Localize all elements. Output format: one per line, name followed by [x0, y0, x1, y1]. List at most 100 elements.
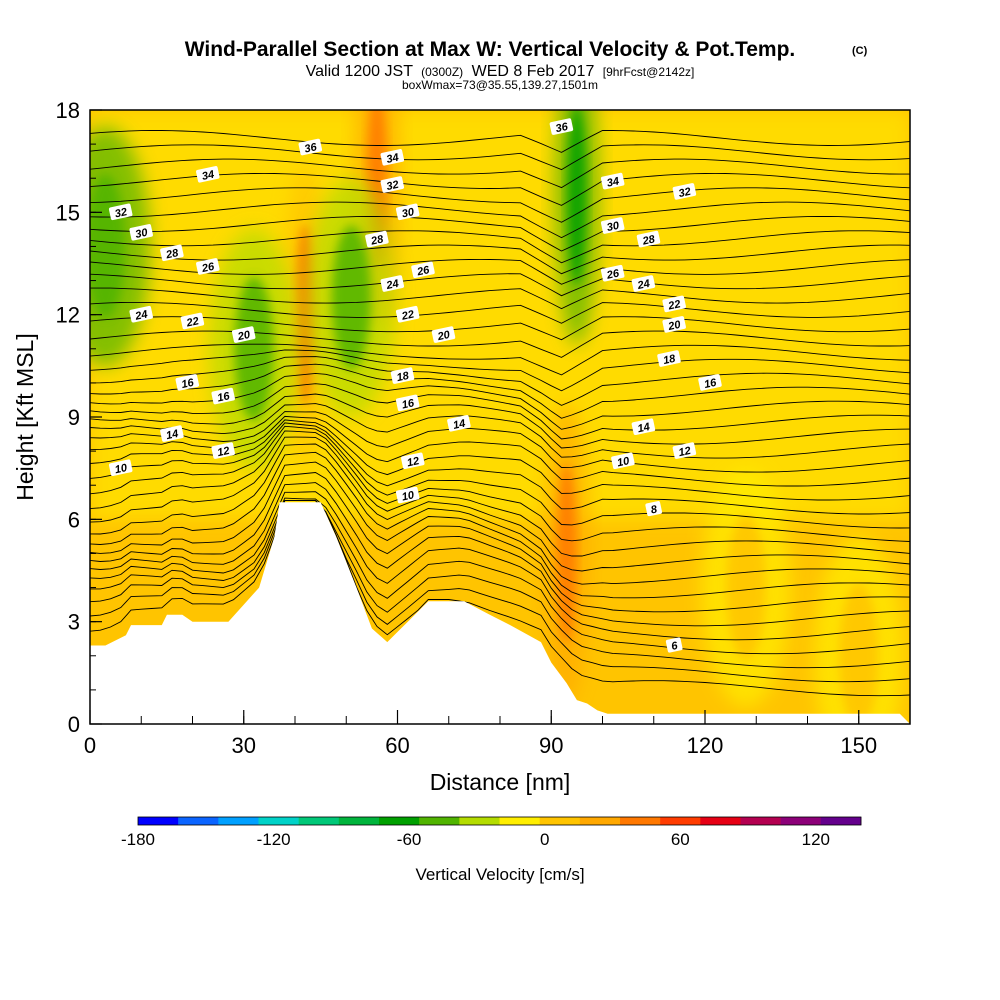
contour-label: 28	[160, 244, 184, 262]
contour-label-bg	[395, 203, 420, 221]
contour-label-bg	[160, 244, 184, 262]
contour-label-bg	[447, 415, 471, 432]
contour-label-text: 32	[114, 206, 128, 220]
isentrope-line	[90, 482, 910, 627]
isentrope-line	[90, 363, 910, 419]
contour-label: 12	[401, 452, 425, 469]
w-feature-core	[234, 276, 274, 421]
contour-label-text: 20	[666, 319, 682, 334]
contour-label-bg	[196, 258, 220, 275]
contour-label: 14	[160, 425, 184, 442]
contour-label-bg	[600, 172, 625, 190]
contour-label-bg	[662, 295, 686, 313]
y-axis: 0 3 6 9 12 15 18	[56, 98, 102, 737]
isentrope-line	[90, 461, 910, 599]
colorbar-swatch	[218, 817, 259, 825]
contour-label-bg	[129, 224, 153, 241]
contour-label: 24	[631, 275, 656, 292]
colorbar-swatch	[539, 817, 581, 825]
isentrope-line	[90, 187, 910, 223]
isentrope-line	[90, 316, 910, 341]
isentrope-line	[90, 130, 910, 153]
contour-label: 28	[365, 230, 389, 248]
contour-label: 34	[380, 149, 405, 166]
colorbar-label: Vertical Velocity [cm/s]	[415, 865, 584, 884]
contour-label-text: 34	[201, 169, 215, 183]
valid-time-utc: (0300Z)	[421, 65, 463, 79]
contour-label: 18	[657, 350, 681, 367]
contour-label: 16	[395, 394, 420, 412]
contour-label: 22	[395, 305, 420, 323]
contour-label: 20	[662, 316, 686, 334]
contour-label-bg	[211, 387, 235, 405]
isentrope-line	[90, 349, 910, 392]
contour-label: 20	[231, 326, 256, 343]
contour-label-text: 16	[401, 397, 416, 411]
contour-label-text: 20	[436, 329, 452, 344]
w-feature-core	[839, 583, 879, 724]
contour-label: 10	[611, 452, 635, 469]
contour-label-text: 18	[396, 370, 411, 384]
contour-label: 34	[600, 172, 625, 190]
y-tick-label: 15	[56, 200, 80, 225]
contour-label-text: 30	[606, 220, 621, 234]
valid-time-jst: Valid 1200 JST	[306, 63, 414, 80]
contour-labels: 6 8 10 10 10 12 12 12 14 14 14 16 16 16 16 18 18 20 20 20 22…	[108, 118, 722, 653]
contour-label: 22	[180, 312, 205, 330]
isentrope-line	[90, 172, 910, 206]
contour-label-text: 24	[384, 278, 399, 292]
contour-label: 26	[411, 261, 435, 279]
isentrope-line	[90, 201, 910, 239]
contour-label-bg	[431, 326, 456, 343]
colorbar-tick-label: 0	[540, 830, 549, 849]
contour-label-text: 28	[369, 233, 385, 248]
contour-label: 36	[549, 118, 574, 135]
contour-label: 36	[298, 138, 323, 156]
vertical-velocity-field	[90, 110, 910, 724]
y-tick-label: 18	[56, 98, 80, 123]
x-axis-label: Distance [nm]	[430, 769, 571, 795]
contour-label: 10	[108, 459, 133, 476]
colorbar: -180 -120 -60 0 60 120	[121, 816, 862, 849]
isentrope-line	[90, 383, 910, 440]
contour-label-text: 10	[114, 462, 129, 476]
y-tick-label: 12	[56, 303, 80, 328]
contour-label-text: 10	[616, 455, 631, 469]
contour-label-text: 14	[165, 428, 179, 442]
contour-label-bg	[645, 501, 663, 517]
isentrope-line	[90, 422, 910, 515]
contour-label: 6	[665, 637, 683, 653]
contour-label-bg	[411, 261, 435, 279]
contour-label-text: 36	[303, 141, 318, 155]
contour-label-text: 12	[406, 455, 420, 469]
isentrope-line	[90, 301, 910, 324]
title-block: Wind-Parallel Section at Max W: Vertical…	[185, 38, 868, 92]
contour-label-bg	[390, 367, 415, 384]
contour-label-bg	[600, 264, 625, 282]
colorbar-tick-label: -60	[397, 830, 422, 849]
x-tick-label: 0	[84, 733, 96, 758]
colorbar-swatch	[620, 817, 661, 825]
box-wmax-line: boxWmax=73@35.55,139.27,1501m	[402, 78, 598, 92]
w-feature-core	[331, 225, 371, 370]
colorbar-swatch	[178, 817, 219, 825]
contour-label-text: 26	[200, 261, 216, 276]
contour-label-text: 30	[134, 226, 149, 240]
contour-label: 16	[175, 374, 200, 391]
contour-label-bg	[108, 459, 133, 476]
contour-label: 28	[636, 230, 661, 248]
y-axis-label: Height [Kft MSL]	[12, 333, 38, 500]
colorbar-swatch	[419, 817, 460, 825]
colorbar-swatch	[740, 817, 781, 825]
contour-label-text: 24	[635, 278, 650, 292]
contour-label: 34	[196, 166, 220, 183]
contour-label-text: 34	[385, 152, 399, 166]
contour-label-bg	[380, 275, 405, 292]
w-feature-core	[567, 110, 587, 286]
contour-label: 24	[380, 275, 405, 292]
contour-label: 14	[447, 415, 471, 432]
contour-label-bg	[108, 203, 133, 221]
isentrope-line	[90, 273, 910, 297]
colorbar-tick-label: 120	[802, 830, 830, 849]
